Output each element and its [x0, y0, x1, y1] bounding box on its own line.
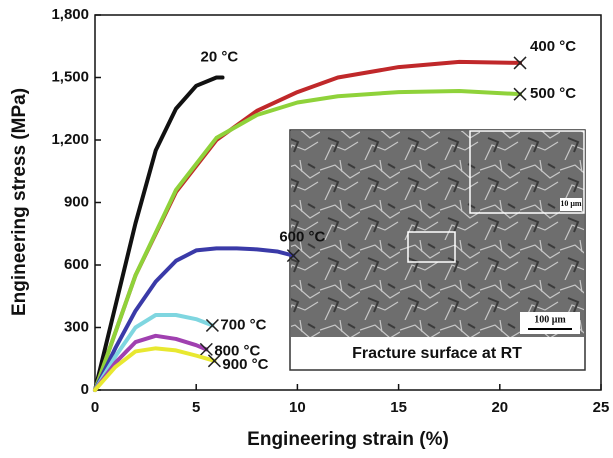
y-axis-title: Engineering stress (MPa) — [9, 88, 30, 316]
curve — [93, 89, 523, 392]
fracture-marker — [207, 354, 221, 368]
y-tick-label: 0 — [81, 381, 89, 398]
curve — [93, 313, 215, 392]
x-tick-label: 20 — [491, 399, 508, 416]
scale-bar-label: 100 μm — [534, 314, 566, 325]
fracture-marker — [513, 56, 527, 70]
series-label: 20 °C — [201, 48, 239, 65]
y-tick-label: 1,800 — [51, 6, 89, 23]
y-tick-label: 300 — [64, 318, 89, 335]
inset-zoom-region — [407, 231, 456, 263]
inset: 10 μm 100 μm Fracture surface at RT — [289, 129, 586, 371]
y-tick-label: 900 — [64, 193, 89, 210]
fracture-marker — [286, 249, 300, 263]
series-label: 800 °C — [214, 342, 260, 359]
fracture-marker — [205, 318, 219, 332]
scale-bar-bg — [560, 198, 582, 211]
fracture-marker — [199, 342, 213, 356]
scale-bar-label: 10 μm — [560, 199, 582, 208]
x-tick-label: 0 — [91, 399, 99, 416]
y-tick-label: 1,200 — [51, 131, 89, 148]
x-tick-label: 10 — [289, 399, 306, 416]
x-tick-label: 15 — [390, 399, 407, 416]
curve — [93, 346, 217, 392]
x-tick-label: 5 — [192, 399, 200, 416]
inset-caption: Fracture surface at RT — [352, 345, 522, 362]
y-tick-label: 600 — [64, 256, 89, 273]
y-tick-label: 1,500 — [51, 68, 89, 85]
series-label: 500 °C — [530, 85, 576, 102]
series-label: 900 °C — [222, 356, 268, 373]
series-label: 700 °C — [220, 316, 266, 333]
curve — [93, 333, 209, 392]
x-tick-label: 25 — [593, 399, 610, 416]
series-label: 400 °C — [530, 38, 576, 55]
x-axis-title: Engineering strain (%) — [247, 429, 449, 450]
series-label: 600 °C — [279, 229, 325, 246]
curve — [93, 246, 296, 392]
curve — [93, 75, 225, 392]
fracture-marker — [513, 87, 527, 101]
